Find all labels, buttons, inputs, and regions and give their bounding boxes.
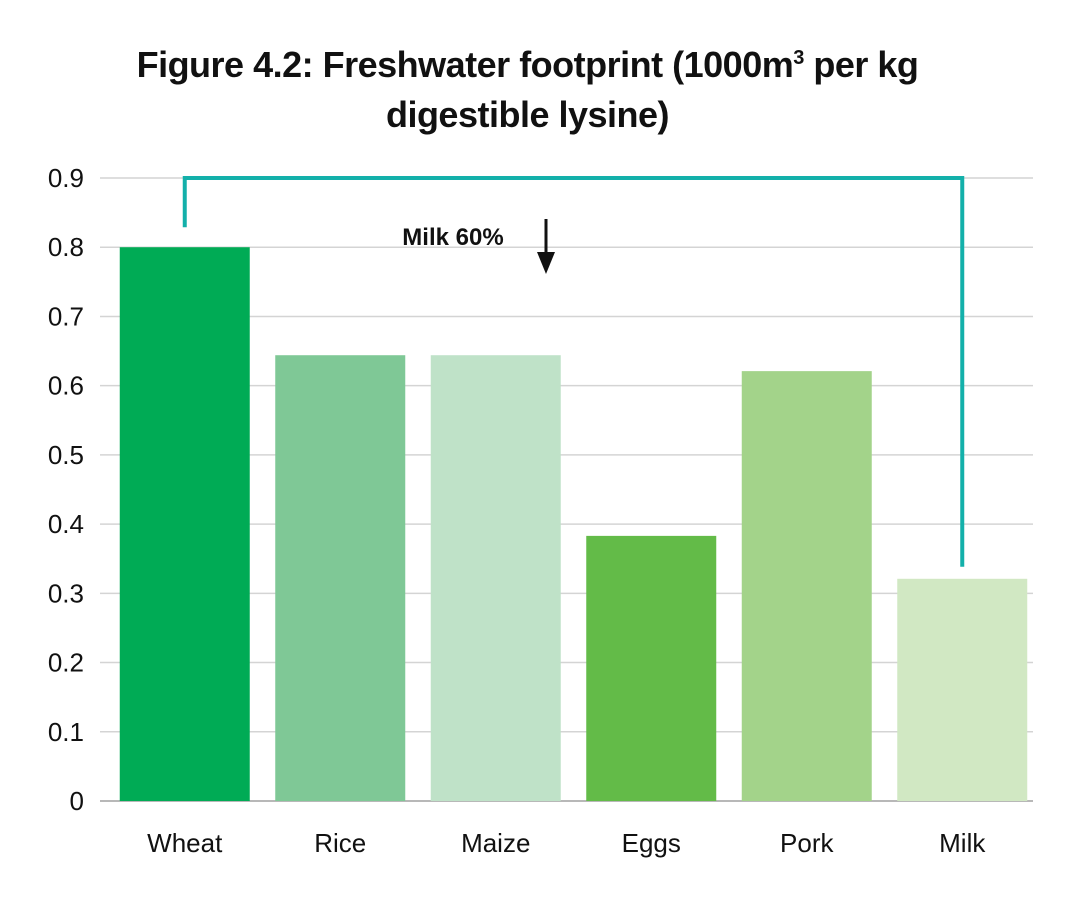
comparison-bracket [182,176,965,567]
x-category-label: Maize [461,828,530,858]
chart-title: Figure 4.2: Freshwater footprint (1000m3… [0,40,1055,140]
bar-maize [430,355,561,801]
title-text-a: Figure 4.2: Freshwater footprint (1000m [136,44,794,85]
y-tick-label: 0 [70,786,84,816]
y-axis: 0 0.1 0.2 0.3 0.4 0.5 0.6 0.7 0.8 0.9 [48,163,84,816]
chart-title-line-1: Figure 4.2: Freshwater footprint (1000m3… [0,40,1055,90]
annotation: Milk 60% [182,176,965,567]
y-tick-label: 0.9 [48,163,84,193]
x-axis: Wheat Rice Maize Eggs Pork Milk [147,828,986,858]
title-text-b: per kg [803,44,919,85]
x-category-label: Pork [780,828,834,858]
chart-title-line-2: digestible lysine) [385,94,670,135]
x-category-label: Wheat [147,828,223,858]
x-category-label: Rice [314,828,366,858]
bar-pork [741,371,872,801]
y-tick-label: 0.7 [48,301,84,331]
y-tick-label: 0.1 [48,717,84,747]
gridlines [100,177,1033,802]
x-category-label: Eggs [622,828,681,858]
y-tick-label: 0.5 [48,440,84,470]
y-tick-label: 0.4 [48,509,84,539]
title-superscript: 3 [793,47,804,69]
bar-eggs [586,535,717,801]
bars [119,247,1028,801]
y-tick-label: 0.6 [48,371,84,401]
x-category-label: Milk [939,828,986,858]
y-tick-label: 0.8 [48,232,84,262]
bar-rice [275,355,406,801]
down-arrow-icon [537,252,555,274]
y-tick-label: 0.2 [48,648,84,678]
annotation-label: Milk 60% [402,224,503,251]
bar-wheat [119,247,250,801]
bar-milk [897,578,1028,801]
y-tick-label: 0.3 [48,578,84,608]
